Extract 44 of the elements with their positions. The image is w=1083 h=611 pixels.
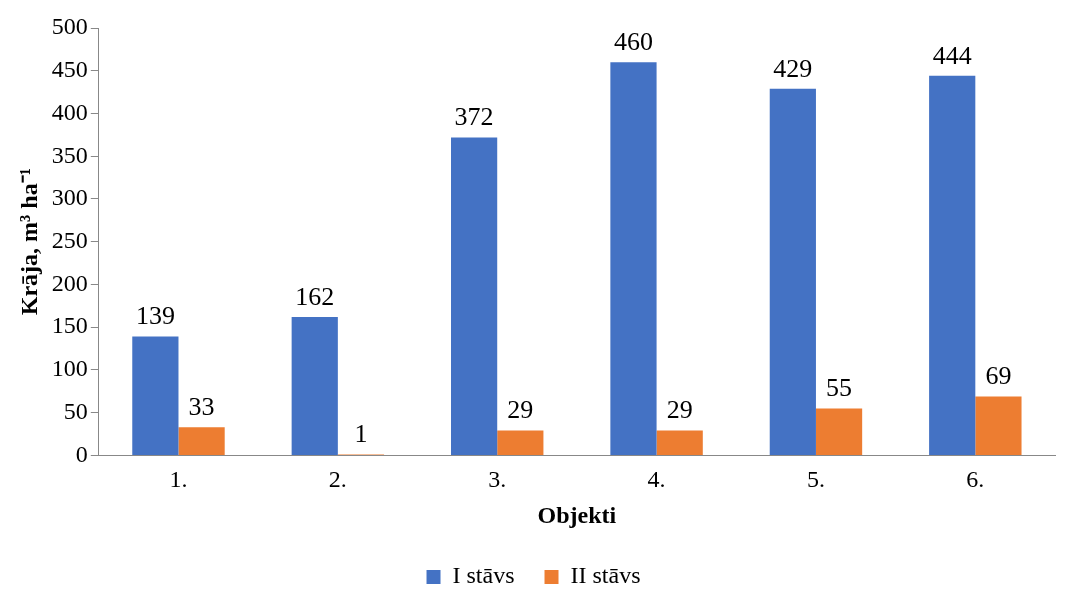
bar <box>132 336 179 455</box>
legend-label: II stāvs <box>570 562 641 589</box>
data-label: 69 <box>985 361 1012 391</box>
y-tick-label: 450 <box>51 56 88 83</box>
data-label: 29 <box>666 395 693 425</box>
data-label: 1 <box>354 419 368 449</box>
data-label: 444 <box>932 40 972 70</box>
x-tick-label: 4. <box>647 466 666 493</box>
bar <box>178 427 225 455</box>
x-tick-label: 3. <box>488 466 507 493</box>
bar <box>815 408 863 455</box>
legend-label: I stāvs <box>452 562 515 589</box>
y-tick-label: 150 <box>51 312 88 339</box>
y-axis-title: Krāja, m³ ha⁻¹ <box>15 168 42 316</box>
bar <box>291 316 338 455</box>
bar <box>610 62 657 455</box>
data-label: 33 <box>188 392 215 422</box>
data-label: 29 <box>507 395 534 425</box>
bar <box>497 430 544 455</box>
x-axis-title: Objekti <box>537 501 617 528</box>
x-tick-label: 5. <box>806 466 825 493</box>
y-tick-label: 250 <box>51 227 88 253</box>
y-tick-label: 0 <box>75 440 88 467</box>
data-label: 162 <box>295 281 335 311</box>
y-tick-label: 350 <box>51 141 88 168</box>
bar <box>656 430 703 455</box>
y-tick-label: 500 <box>51 13 88 40</box>
data-label: 460 <box>613 27 653 57</box>
y-tick-label: 300 <box>51 184 88 211</box>
x-tick-label: 6. <box>966 466 985 493</box>
bar <box>451 137 498 455</box>
data-label: 372 <box>454 102 494 132</box>
x-tick-label: 2. <box>328 466 347 493</box>
bar <box>769 88 816 455</box>
y-tick-label: 200 <box>51 269 88 296</box>
data-label: 139 <box>135 301 175 331</box>
y-tick-label: 400 <box>51 98 88 125</box>
data-label: 429 <box>773 53 813 83</box>
data-label: 55 <box>826 373 853 403</box>
x-tick-label: 1. <box>169 466 188 493</box>
y-tick-label: 50 <box>63 397 88 424</box>
bar <box>929 75 976 455</box>
y-tick-label: 100 <box>51 355 88 382</box>
bar <box>975 396 1022 455</box>
